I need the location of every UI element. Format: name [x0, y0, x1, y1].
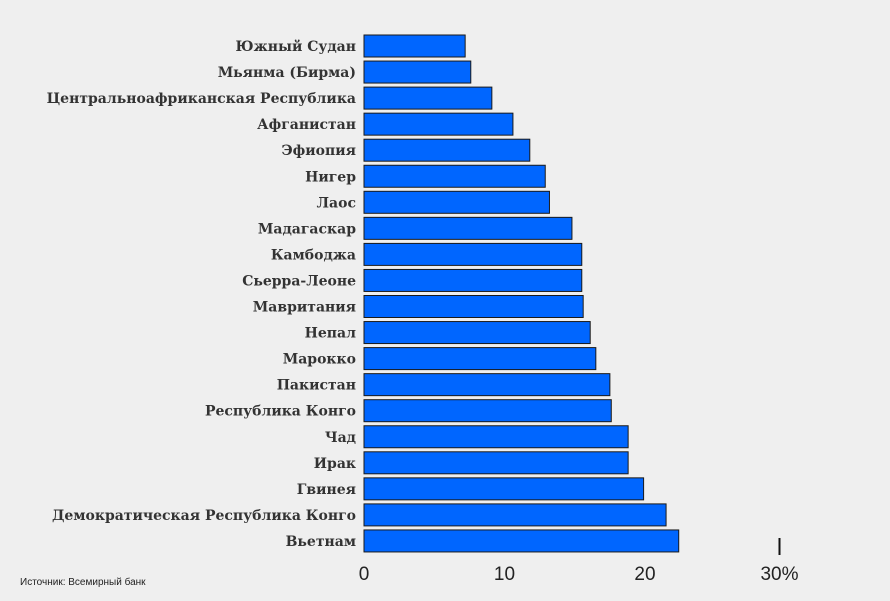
bar — [363, 60, 472, 84]
bar — [363, 86, 493, 110]
bar — [363, 503, 667, 527]
category-label: Мьянма (Бирма) — [218, 65, 356, 81]
category-label: Чад — [325, 430, 356, 446]
category-label: Гвинея — [297, 482, 356, 498]
bar — [363, 451, 629, 475]
category-label: Камбоджа — [271, 247, 356, 263]
bar — [363, 477, 645, 501]
bar — [363, 190, 550, 214]
x-tick-label: 10 — [494, 564, 515, 585]
category-label: Вьетнам — [286, 534, 356, 550]
category-label: Нигер — [305, 169, 356, 185]
category-label: Марокко — [283, 352, 356, 368]
x-tick-label: 20 — [634, 564, 655, 585]
category-label: Мавритания — [253, 300, 356, 316]
category-label: Мадагаскар — [258, 221, 356, 237]
bar — [363, 268, 583, 292]
bar — [363, 34, 466, 58]
x-tick-label: 30% — [760, 564, 798, 585]
bar — [363, 373, 611, 397]
bar — [363, 242, 583, 266]
bar — [363, 295, 584, 318]
bar — [363, 425, 629, 449]
bar — [363, 529, 680, 553]
category-label: Лаос — [317, 195, 356, 211]
bars — [363, 34, 680, 553]
x-axis-ticks: 0 10 20 30% — [359, 538, 799, 585]
bar — [363, 164, 546, 188]
bar — [363, 138, 531, 162]
bar — [363, 112, 514, 136]
category-label: Центральноафриканская Республика — [47, 91, 356, 107]
category-label: Ирак — [314, 456, 356, 472]
bar — [363, 321, 591, 345]
category-label: Южный Судан — [236, 38, 356, 55]
bar — [363, 399, 612, 423]
category-label: Демократическая Республика Конго — [52, 508, 356, 524]
category-label: Сьерра-Леоне — [242, 273, 356, 289]
category-label: Афганистан — [257, 117, 356, 133]
category-label: Республика Конго — [205, 404, 356, 420]
x-tick-label: 0 — [359, 564, 370, 585]
bar — [363, 347, 597, 371]
bar — [363, 216, 573, 240]
category-label: Эфиопия — [282, 143, 356, 159]
source-note: Источник: Всемирный банк — [20, 577, 146, 588]
category-label: Непал — [305, 326, 356, 342]
category-labels: Южный Судан Мьянма (Бирма) Центральноафрик… — [47, 38, 357, 550]
category-label: Пакистан — [277, 378, 356, 394]
